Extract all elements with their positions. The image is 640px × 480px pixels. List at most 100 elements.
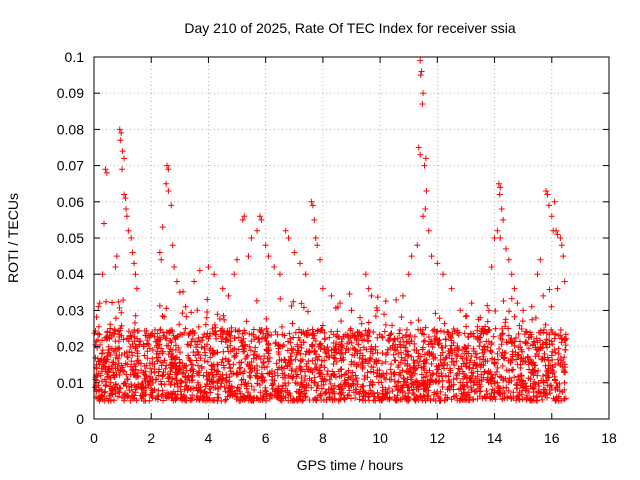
data-point: [551, 347, 558, 354]
data-point: [366, 382, 373, 389]
data-point: [422, 155, 429, 162]
data-point: [317, 256, 324, 263]
data-point: [219, 356, 226, 363]
data-point: [379, 390, 386, 397]
data-point: [195, 351, 202, 358]
data-point: [213, 335, 220, 342]
data-point: [504, 339, 511, 346]
data-point: [559, 363, 566, 370]
data-point: [511, 313, 518, 320]
data-point: [168, 356, 175, 363]
data-point: [520, 377, 527, 384]
data-point: [279, 382, 286, 389]
data-point: [336, 350, 343, 357]
data-point: [214, 349, 221, 356]
data-point: [367, 348, 374, 355]
data-point: [504, 394, 511, 401]
data-point: [154, 358, 161, 365]
data-point: [289, 320, 296, 327]
data-point: [359, 356, 366, 363]
data-point: [151, 369, 158, 376]
y-axis-label: ROTI / TECUs: [5, 193, 21, 283]
data-point: [293, 373, 300, 380]
data-point: [474, 395, 481, 402]
data-point: [405, 384, 412, 391]
data-point: [365, 319, 372, 326]
data-point: [405, 352, 412, 359]
data-point: [545, 374, 552, 381]
data-point: [381, 311, 388, 318]
data-point: [134, 328, 141, 335]
data-point: [427, 378, 434, 385]
data-point: [120, 297, 127, 304]
data-point: [472, 350, 479, 357]
data-point: [135, 359, 142, 366]
data-point: [157, 378, 164, 385]
data-point: [198, 344, 205, 351]
data-point: [222, 388, 229, 395]
data-point: [214, 311, 221, 318]
data-point: [372, 397, 379, 404]
data-point: [479, 328, 486, 335]
data-point: [254, 374, 261, 381]
data-point: [311, 374, 318, 381]
data-point: [282, 359, 289, 366]
data-point: [311, 349, 318, 356]
data-point: [103, 381, 110, 388]
data-point: [461, 396, 468, 403]
data-point: [227, 364, 234, 371]
data-point: [278, 357, 285, 364]
data-point: [400, 292, 406, 299]
data-point: [209, 363, 216, 370]
data-point: [390, 351, 397, 358]
data-point: [124, 354, 131, 361]
data-point: [204, 308, 211, 315]
data-point: [364, 337, 371, 344]
data-point: [184, 376, 191, 383]
data-point: [182, 303, 189, 310]
data-point: [422, 359, 429, 366]
data-point: [508, 395, 515, 402]
data-point: [543, 336, 550, 343]
data-point: [134, 347, 141, 354]
data-point: [275, 349, 282, 356]
data-point: [335, 397, 342, 404]
data-point: [389, 322, 396, 329]
data-point: [466, 394, 473, 401]
data-point: [437, 352, 444, 359]
data-point: [302, 351, 309, 358]
data-point: [415, 350, 422, 357]
data-point: [448, 285, 455, 292]
data-point: [105, 397, 112, 404]
data-point: [144, 355, 151, 362]
data-point: [499, 395, 506, 402]
data-point: [144, 377, 151, 384]
data-point: [399, 367, 406, 374]
data-point: [214, 377, 221, 384]
data-point: [500, 216, 507, 223]
data-point: [391, 369, 398, 376]
data-point: [499, 330, 506, 337]
data-point: [360, 382, 367, 389]
data-point: [295, 334, 302, 341]
data-point: [418, 68, 425, 75]
data-point: [554, 383, 561, 390]
data-point: [117, 325, 124, 332]
data-point: [456, 366, 463, 373]
data-point: [502, 350, 509, 357]
data-point: [317, 345, 324, 352]
data-point: [358, 358, 365, 365]
data-point: [478, 371, 485, 378]
data-point: [337, 381, 344, 388]
data-point: [251, 336, 258, 343]
data-point: [122, 360, 129, 367]
data-point: [204, 376, 211, 383]
data-point: [367, 355, 374, 362]
data-point: [289, 397, 296, 404]
data-point: [179, 310, 186, 317]
data-point: [491, 378, 498, 385]
data-point: [454, 370, 461, 377]
data-point: [554, 384, 561, 391]
data-point: [160, 332, 167, 339]
data-point: [163, 180, 170, 187]
